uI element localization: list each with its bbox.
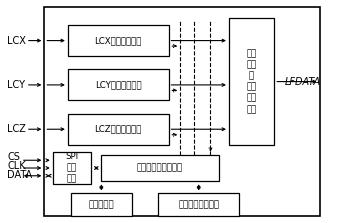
Text: 定时器与辅助电路: 定时器与辅助电路 bbox=[178, 200, 219, 209]
Text: SPI
接口
电路: SPI 接口 电路 bbox=[65, 152, 79, 184]
Bar bbox=[68, 114, 168, 145]
Text: 配置寄存器: 配置寄存器 bbox=[89, 200, 114, 209]
Text: DATA: DATA bbox=[7, 170, 33, 180]
Text: LCZ信号接收电路: LCZ信号接收电路 bbox=[94, 125, 142, 134]
Bar bbox=[44, 7, 319, 216]
Bar bbox=[68, 69, 168, 100]
Text: 信号
检测
与
判断
输出
电路: 信号 检测 与 判断 输出 电路 bbox=[246, 49, 257, 114]
Bar bbox=[158, 194, 239, 216]
Bar bbox=[101, 155, 219, 181]
Text: LCY信号接收电路: LCY信号接收电路 bbox=[95, 81, 142, 89]
Text: CS: CS bbox=[7, 152, 20, 162]
Bar bbox=[71, 194, 131, 216]
Text: CLK: CLK bbox=[7, 161, 26, 171]
Text: LCZ: LCZ bbox=[7, 124, 26, 134]
Bar bbox=[68, 25, 168, 56]
Text: LCY: LCY bbox=[7, 80, 25, 90]
Text: LCX: LCX bbox=[7, 36, 26, 45]
Bar bbox=[229, 19, 274, 145]
Text: 命令解码与控制电路: 命令解码与控制电路 bbox=[137, 163, 183, 173]
Text: LCX信号接收电路: LCX信号接收电路 bbox=[94, 36, 142, 45]
Bar bbox=[53, 153, 91, 184]
Text: LFDATA: LFDATA bbox=[284, 76, 320, 87]
